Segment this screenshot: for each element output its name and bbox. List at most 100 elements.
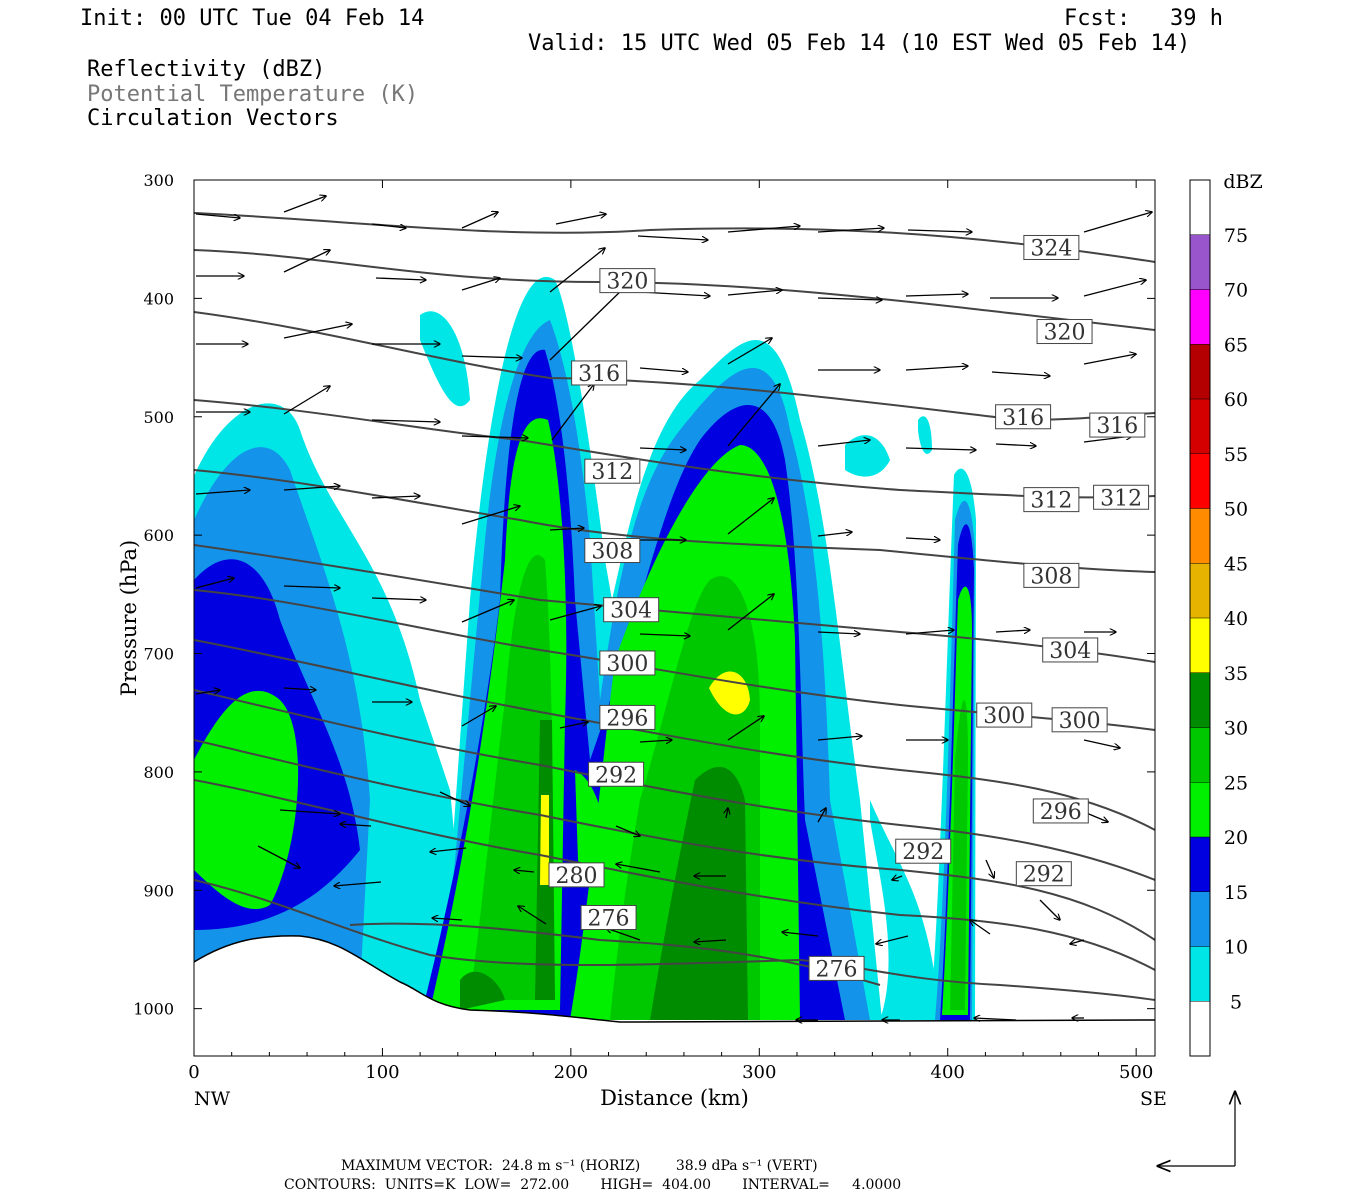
circulation-vector xyxy=(905,294,968,296)
contour-label-box xyxy=(1089,412,1146,438)
circulation-vector xyxy=(726,808,728,819)
colorbar-swatch xyxy=(1190,672,1210,728)
reflectivity-region xyxy=(540,795,549,885)
colorbar-swatch xyxy=(1190,289,1210,345)
reflectivity-region xyxy=(845,435,890,477)
circulation-vector xyxy=(461,356,522,358)
contour-label: 312 xyxy=(1030,489,1072,514)
terrain-mask xyxy=(194,935,1155,1056)
contour-label-box xyxy=(599,268,656,294)
colorbar-label: 15 xyxy=(1224,882,1248,904)
circulation-vector xyxy=(283,324,352,339)
contour-label: 324 xyxy=(1030,236,1072,261)
circulation-vector xyxy=(334,881,382,886)
circulation-vector xyxy=(727,226,800,233)
circulation-vector xyxy=(876,935,909,944)
colorbar-label: 60 xyxy=(1224,389,1248,411)
circulation-vector xyxy=(727,594,774,631)
contour-label-box xyxy=(1032,798,1089,824)
x-tick-label: 500 xyxy=(1119,1062,1153,1083)
contour-label-box xyxy=(1023,562,1080,588)
nw-label: NW xyxy=(194,1088,231,1110)
circulation-vector xyxy=(549,606,601,621)
contour-label: 276 xyxy=(588,906,630,931)
colorbar-label: 50 xyxy=(1224,499,1248,521)
colorbar-swatch xyxy=(1190,399,1210,454)
circulation-vector xyxy=(430,847,467,852)
colorbar-label: 70 xyxy=(1224,280,1248,302)
contour-label: 320 xyxy=(606,270,648,295)
contours-note: CONTOURS: UNITS=K LOW= 272.00 HIGH= 404.… xyxy=(284,1177,902,1193)
plot-area: 324 320 320 316 316 316 312 312 312 308 308 304 304 3… xyxy=(194,196,1155,1056)
contour-label-box xyxy=(1023,234,1080,260)
x-tick-label: 100 xyxy=(365,1062,399,1083)
contour-label: 320 xyxy=(1044,321,1086,346)
circulation-vector xyxy=(371,420,440,422)
circulation-vector xyxy=(905,448,976,450)
circulation-vector xyxy=(727,498,774,535)
contour-label-box xyxy=(571,360,628,386)
circulation-vector xyxy=(991,371,1050,376)
circulation-vector xyxy=(439,791,470,806)
circulation-vector xyxy=(905,630,954,635)
contour-label: 312 xyxy=(591,460,633,485)
circulation-vector xyxy=(461,436,528,438)
contour-label-box xyxy=(895,838,952,864)
circulation-vector xyxy=(549,528,584,530)
forecast-hour: Fcst: 39 h xyxy=(1064,6,1223,31)
colorbar-label: 45 xyxy=(1224,553,1248,575)
contour-label-box xyxy=(599,704,656,730)
colorbar-label: 25 xyxy=(1224,772,1248,794)
circulation-vector xyxy=(461,600,514,623)
circulation-vector xyxy=(1083,212,1152,233)
contour-label: 300 xyxy=(983,704,1025,729)
colorbar-swatch xyxy=(1190,782,1210,837)
reflectivity-region xyxy=(650,766,748,1020)
contour-label: 300 xyxy=(606,652,648,677)
reflectivity-region xyxy=(918,416,932,454)
contour-label: 292 xyxy=(595,763,637,788)
circulation-vector xyxy=(727,384,780,447)
isentrope-line xyxy=(194,212,1155,263)
circulation-vector xyxy=(817,632,860,634)
circulation-vector xyxy=(639,367,688,372)
circulation-vector xyxy=(283,386,330,415)
contour-label-box xyxy=(588,761,645,787)
colorbar-swatch xyxy=(1190,508,1210,564)
contour-label: 292 xyxy=(902,840,944,865)
contour-label-box xyxy=(1051,707,1108,733)
contour-label-box xyxy=(580,904,637,930)
circulation-vector xyxy=(195,490,250,495)
field-vectors-label: Circulation Vectors xyxy=(87,106,339,131)
reflectivity-region xyxy=(460,971,505,1010)
colorbar-swatch xyxy=(1190,344,1210,399)
y-tick-label: 300 xyxy=(143,171,174,190)
circulation-vector xyxy=(461,706,496,727)
colorbar-swatch xyxy=(1190,946,1210,1002)
circulation-vector xyxy=(817,228,884,233)
circulation-vector xyxy=(817,736,862,741)
circulation-vector xyxy=(907,230,972,232)
circulation-vector xyxy=(817,440,870,447)
isentrope-line xyxy=(194,469,1155,573)
contour-label: 316 xyxy=(1002,406,1044,431)
contour-label: 280 xyxy=(556,864,598,889)
x-tick-label: 200 xyxy=(554,1062,588,1083)
circulation-vector xyxy=(970,920,991,935)
colorbar-swatch xyxy=(1190,234,1210,290)
circulation-vector xyxy=(639,740,672,742)
isentrope-line xyxy=(194,879,1155,1001)
contour-label-box xyxy=(1093,484,1150,510)
circulation-vector xyxy=(985,859,994,878)
circulation-vector xyxy=(892,876,903,880)
isentrope-line xyxy=(194,689,1155,881)
contour-label-box xyxy=(584,458,641,484)
x-axis-label: Distance (km) xyxy=(600,1086,749,1110)
contour-label: 296 xyxy=(1040,800,1082,825)
valid-time: Valid: 15 UTC Wed 05 Feb 14 (10 EST Wed … xyxy=(528,31,1191,56)
circulation-vector xyxy=(549,286,626,361)
circulation-vector xyxy=(995,630,1030,632)
circulation-vector xyxy=(1083,280,1146,297)
contour-label-box xyxy=(584,538,641,564)
